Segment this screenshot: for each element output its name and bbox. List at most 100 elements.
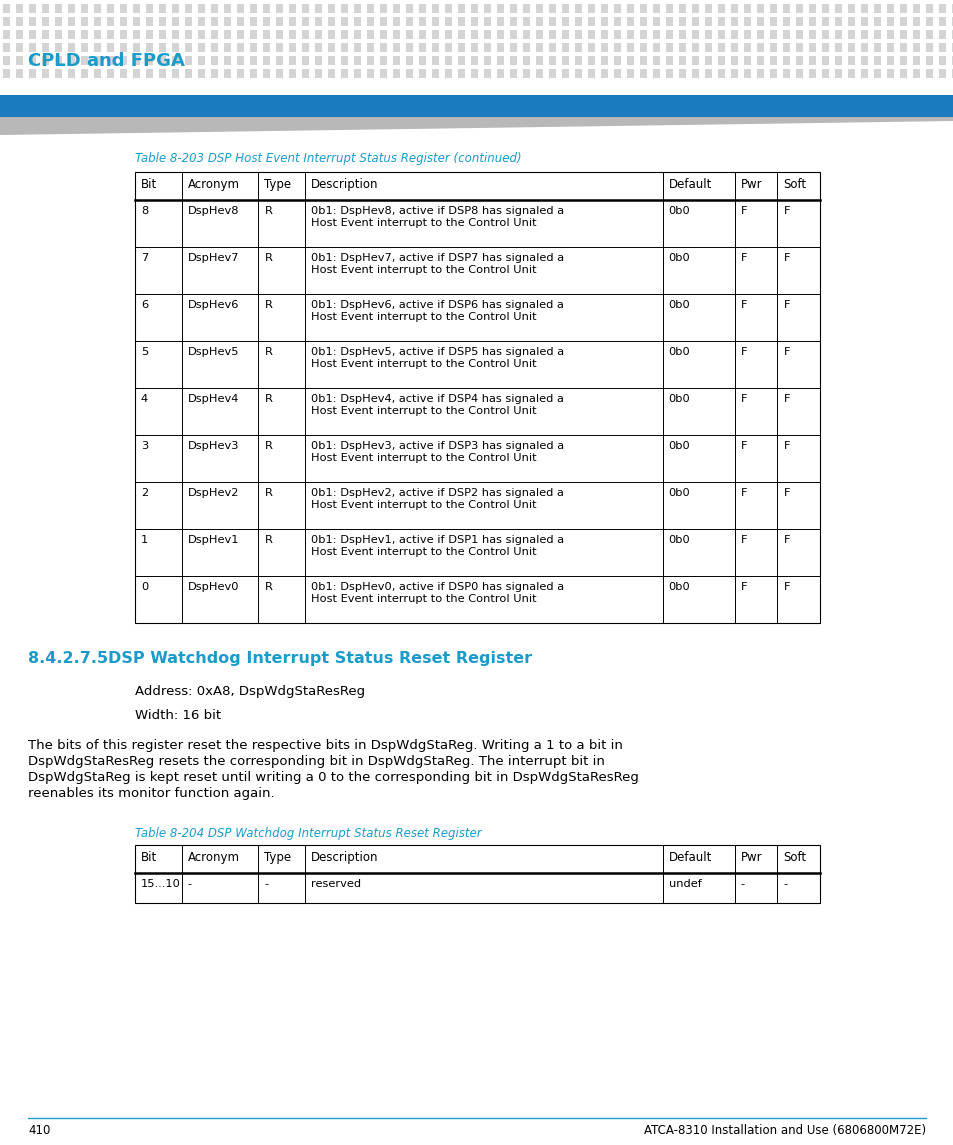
- Bar: [483, 56, 491, 65]
- Bar: [354, 30, 360, 39]
- Bar: [795, 3, 802, 13]
- Bar: [94, 30, 101, 39]
- Text: Bit: Bit: [141, 177, 157, 191]
- Text: DspHev3: DspHev3: [188, 441, 239, 451]
- Bar: [743, 56, 750, 65]
- Bar: [665, 56, 672, 65]
- Bar: [652, 44, 659, 52]
- Text: F: F: [740, 347, 746, 357]
- Bar: [68, 3, 75, 13]
- Text: DspHev2: DspHev2: [188, 488, 239, 498]
- Text: 0b0: 0b0: [668, 535, 690, 545]
- Bar: [328, 56, 335, 65]
- Bar: [757, 69, 763, 78]
- Bar: [120, 56, 127, 65]
- Bar: [236, 3, 244, 13]
- Bar: [42, 3, 49, 13]
- Bar: [3, 3, 10, 13]
- Text: F: F: [782, 206, 789, 216]
- Bar: [522, 3, 530, 13]
- Text: -: -: [264, 879, 268, 889]
- Bar: [899, 3, 906, 13]
- Bar: [185, 44, 192, 52]
- Bar: [3, 30, 10, 39]
- Bar: [120, 30, 127, 39]
- Bar: [444, 69, 452, 78]
- Text: 3: 3: [141, 441, 148, 451]
- Bar: [704, 56, 711, 65]
- Text: 2: 2: [141, 488, 148, 498]
- Bar: [938, 44, 945, 52]
- Text: Default: Default: [668, 177, 711, 191]
- Bar: [873, 56, 880, 65]
- Bar: [834, 30, 841, 39]
- Bar: [614, 30, 620, 39]
- Bar: [236, 17, 244, 26]
- Bar: [769, 69, 776, 78]
- Bar: [120, 17, 127, 26]
- Bar: [29, 30, 36, 39]
- Bar: [679, 3, 685, 13]
- Bar: [873, 30, 880, 39]
- Bar: [821, 3, 828, 13]
- Bar: [471, 17, 477, 26]
- Bar: [444, 44, 452, 52]
- Text: 0b1: DspHev4, active if DSP4 has signaled a
Host Event interrupt to the Control : 0b1: DspHev4, active if DSP4 has signale…: [311, 394, 563, 416]
- Text: 8: 8: [141, 206, 148, 216]
- Bar: [289, 30, 295, 39]
- Bar: [289, 3, 295, 13]
- Bar: [912, 44, 919, 52]
- Bar: [236, 56, 244, 65]
- Bar: [808, 56, 815, 65]
- Bar: [107, 3, 113, 13]
- Bar: [457, 56, 464, 65]
- Bar: [522, 56, 530, 65]
- Bar: [886, 44, 893, 52]
- Bar: [757, 30, 763, 39]
- Bar: [795, 30, 802, 39]
- Bar: [289, 69, 295, 78]
- Bar: [691, 44, 699, 52]
- Bar: [600, 56, 607, 65]
- Text: Acronym: Acronym: [188, 177, 239, 191]
- Bar: [587, 3, 595, 13]
- Bar: [432, 56, 438, 65]
- Bar: [483, 69, 491, 78]
- Bar: [912, 56, 919, 65]
- Bar: [275, 56, 283, 65]
- Bar: [406, 69, 413, 78]
- Bar: [159, 3, 166, 13]
- Text: F: F: [740, 582, 746, 592]
- Bar: [340, 56, 348, 65]
- Bar: [730, 56, 738, 65]
- Text: 4: 4: [141, 394, 148, 404]
- Bar: [614, 44, 620, 52]
- Text: DSP Watchdog Interrupt Status Reset Register: DSP Watchdog Interrupt Status Reset Regi…: [108, 652, 532, 666]
- Bar: [16, 30, 23, 39]
- Bar: [938, 30, 945, 39]
- Bar: [665, 17, 672, 26]
- Text: DspHev0: DspHev0: [188, 582, 239, 592]
- Text: Width: 16 bit: Width: 16 bit: [135, 709, 221, 722]
- Bar: [367, 56, 374, 65]
- Bar: [665, 30, 672, 39]
- Bar: [185, 3, 192, 13]
- Text: F: F: [740, 300, 746, 310]
- Bar: [94, 44, 101, 52]
- Text: R: R: [264, 582, 272, 592]
- Bar: [757, 17, 763, 26]
- Text: Soft: Soft: [782, 851, 805, 864]
- Bar: [29, 69, 36, 78]
- Bar: [471, 30, 477, 39]
- Bar: [718, 17, 724, 26]
- Bar: [679, 56, 685, 65]
- Bar: [873, 3, 880, 13]
- Text: DspHev5: DspHev5: [188, 347, 239, 357]
- Bar: [457, 44, 464, 52]
- Bar: [432, 44, 438, 52]
- Bar: [561, 69, 568, 78]
- Bar: [587, 69, 595, 78]
- Bar: [575, 30, 581, 39]
- Bar: [886, 56, 893, 65]
- Bar: [94, 69, 101, 78]
